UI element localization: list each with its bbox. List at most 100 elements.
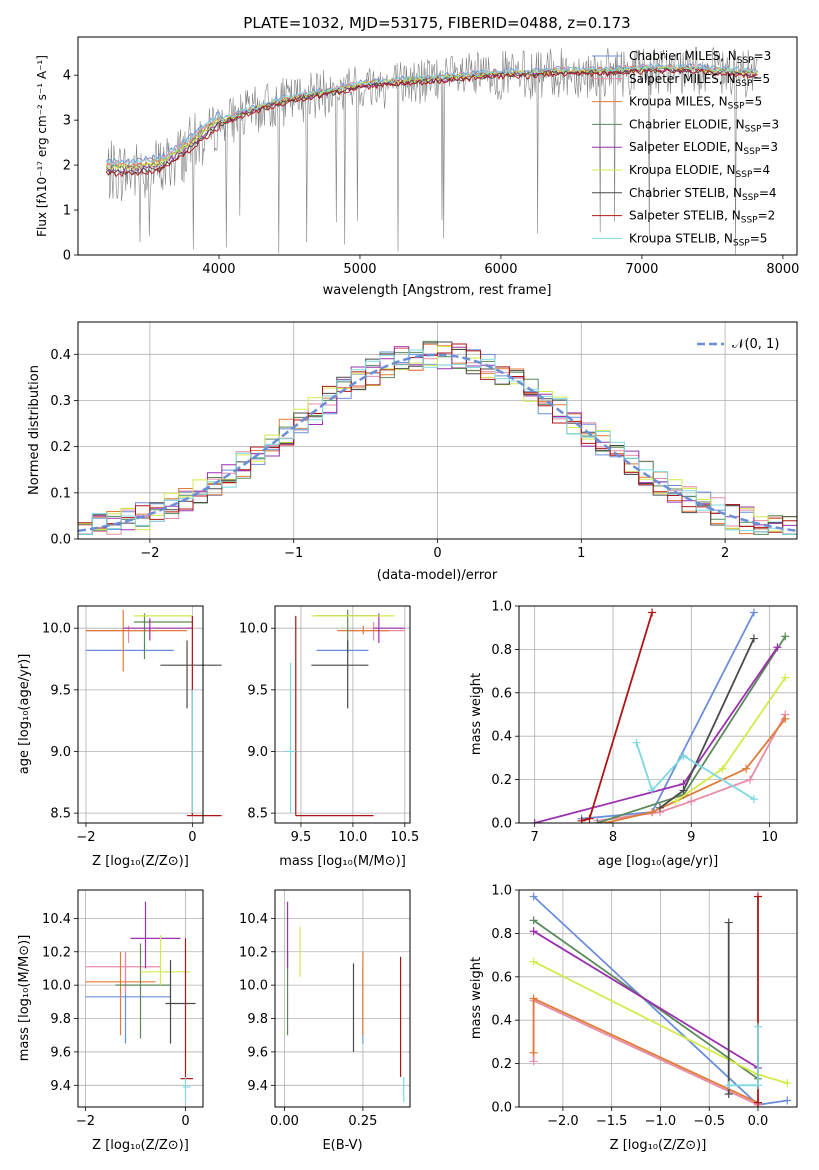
spectrum-legend-label: Salpeter ELODIE, NSSP=3: [629, 140, 778, 157]
mass_vs_ebv-tick-label-y: 9.6: [247, 1045, 268, 1060]
mass_weight_vs_Z-tick-label-x: −1.0: [645, 1114, 677, 1129]
mass_vs_ebv-tick-label-y: 10.2: [239, 945, 268, 960]
spectrum-legend-label: Chabrier MILES, NSSP=3: [629, 49, 771, 66]
spectrum-legend-label: Chabrier ELODIE, NSSP=3: [629, 117, 779, 134]
age_vs_Z-tick-label-y: 8.5: [50, 807, 71, 822]
mass_weight_vs_age-line: [534, 646, 779, 823]
spectrum-model-line: [105, 68, 758, 178]
residuals-tick-label-y: 0.4: [50, 348, 71, 363]
mass_weight_vs_Z-marker: [724, 1089, 733, 1098]
mass_weight_vs_age-marker: [773, 643, 782, 652]
mass_weight_vs_age-marker: [593, 819, 602, 823]
spectrum-tick-label-x: 7000: [625, 262, 658, 277]
mass_weight_vs_Z-tick-label-x: −0.5: [693, 1114, 725, 1129]
mass_weight_vs_age-marker: [679, 751, 688, 760]
mass_vs_Z-tick-label-x: 0: [181, 1114, 189, 1129]
mass_weight_vs_age-marker: [749, 608, 758, 617]
spectrum-legend-label: Salpeter MILES, NSSP=5: [629, 72, 770, 89]
histogram-series: [78, 349, 797, 535]
residuals-tick-label-x: 1: [577, 546, 585, 561]
spectrum-legend-label: Kroupa STELIB, NSSP=5: [629, 231, 767, 248]
histogram-series: [78, 343, 797, 533]
mass_weight_vs_Z-series: [529, 892, 792, 1107]
spectrum-tick-label-y: 1: [63, 204, 71, 219]
spectrum-model-line: [105, 67, 758, 176]
spectrum-lines: [105, 46, 758, 255]
mass_weight_vs_age-marker: [632, 738, 641, 747]
age_vs_Z-tick-label-y: 9.0: [50, 745, 71, 760]
spectrum-legend-label: Salpeter STELIB, NSSP=2: [629, 209, 775, 226]
normal-curve: [78, 353, 797, 533]
mass_vs_ebv-tick-label-x: 0.25: [348, 1114, 377, 1129]
histogram-xlabel: (data-model)/error: [377, 568, 498, 583]
mass_weight_vs_age-marker: [671, 797, 680, 806]
mass_vs_Z-tick-label-y: 9.8: [50, 1012, 71, 1027]
mass_weight_vs_Z-tick-label-y: 0.4: [491, 1014, 512, 1029]
spectrum-legend-label: Kroupa MILES, NSSP=5: [629, 95, 762, 112]
mass_weight_vs_age-line: [635, 742, 755, 800]
residuals-tick-label-x: 0: [433, 546, 441, 561]
age_vs_mass-tick-label-x: 10.0: [338, 830, 367, 845]
mass_weight_vs_age-tick-label-x: 7: [531, 830, 539, 845]
spectrum-tick-label-x: 8000: [766, 262, 799, 277]
mass_weight_vs_age-marker: [648, 808, 657, 817]
mass_weight_vs_age-marker: [648, 608, 657, 617]
mass_weight_vs_age-tick-label-y: 1.0: [491, 600, 512, 615]
mass_weight_vs_age-marker: [679, 786, 688, 795]
residuals-tick-label-x: −1: [284, 546, 303, 561]
spectrum-legend-label: Chabrier STELIB, NSSP=4: [629, 186, 777, 203]
mass_weight_vs_age-marker: [749, 634, 758, 643]
mass_vs_ebv-tick-label-y: 9.4: [247, 1079, 268, 1094]
spectrum-tick-label-x: 6000: [484, 262, 517, 277]
age_vs_mass-frame: [274, 605, 411, 824]
age_vs_mass-tick-label-y: 9.0: [247, 745, 268, 760]
mass_vs_Z-ylabel: mass [log₁₀(M/M⊙)]: [17, 935, 32, 1062]
mass_weight_vs_Z-marker: [529, 892, 538, 901]
mass_weight_vs_Z-marker: [529, 927, 538, 936]
mass_weight_vs_age-ylabel: mass weight: [469, 673, 484, 755]
age_vs_Z-ylabel: age [log₁₀(age/yr)]: [17, 654, 32, 775]
mass_weight_vs_age-tick-label-y: 0.0: [491, 817, 512, 832]
mass_weight_vs_age-tick-label-y: 0.4: [491, 730, 512, 745]
age_vs_mass-tick-label-y: 10.0: [239, 622, 268, 637]
mass_weight_vs_age-marker: [577, 816, 586, 823]
mass_weight_vs_age-marker: [585, 814, 594, 823]
mass_weight_vs_Z-marker: [529, 957, 538, 966]
residuals-tick-label-x: 2: [721, 546, 729, 561]
mass_weight_vs_Z-marker: [753, 1081, 762, 1090]
mass_weight_vs_age-tick-label-y: 0.6: [491, 686, 512, 701]
chart-title: PLATE=1032, MJD=53175, FIBERID=0488, z=0…: [243, 14, 630, 32]
mass_weight_vs_Z-tick-label-x: 0.0: [748, 1114, 769, 1129]
mass_weight_vs_age-series: [530, 608, 790, 823]
mass_weight_vs_Z-marker: [753, 892, 762, 901]
mass_weight_vs_Z-marker: [529, 1057, 538, 1066]
mass_weight_vs_age-tick-label-x: 10: [761, 830, 778, 845]
age_vs_Z-frame: [77, 605, 204, 824]
mass_weight_vs_age-marker: [781, 673, 790, 682]
mass_vs_Z-tick-label-y: 9.6: [50, 1045, 71, 1060]
mass_vs_Z-tick-label-y: 10.2: [42, 945, 71, 960]
mass_weight_vs_Z-line: [532, 999, 759, 1106]
mass_weight_vs_Z-ylabel: mass weight: [469, 957, 484, 1039]
histogram-legend-label: 𝒩(0, 1): [732, 337, 779, 352]
mass_weight_vs_Z-marker: [529, 994, 538, 1003]
mass_weight_vs_Z-marker: [724, 918, 733, 927]
mass_weight_vs_age-tick-label-y: 0.2: [491, 773, 512, 788]
mass_weight_vs_age-marker: [648, 786, 657, 795]
spectrum-legend-label: Kroupa ELODIE, NSSP=4: [629, 163, 770, 180]
mass_weight_vs_age-marker: [746, 775, 755, 784]
residuals-tick-label-y: 0.1: [50, 486, 71, 501]
mass_vs_ebv-xlabel: E(B-V): [322, 1138, 362, 1153]
mass_weight_vs_Z-tick-label-y: 1.0: [491, 884, 512, 899]
mass_weight_vs_Z-marker: [724, 1081, 733, 1090]
mass_weight_vs_Z-marker: [783, 1079, 792, 1088]
mass_vs_ebv-tick-label-y: 10.0: [239, 979, 268, 994]
mass_vs_ebv-tick-label-y: 10.4: [239, 912, 268, 927]
spectrum-xlabel: wavelength [Angstrom, rest frame]: [323, 283, 552, 298]
age_vs_mass-tick-label-x: 10.5: [390, 830, 419, 845]
mass_vs_ebv-tick-label-y: 9.8: [247, 1012, 268, 1027]
mass_weight_vs_Z-tick-label-x: −2.0: [547, 1114, 579, 1129]
mass_weight_vs_age-marker: [530, 819, 539, 823]
mass_vs_ebv-frame: [274, 889, 411, 1108]
